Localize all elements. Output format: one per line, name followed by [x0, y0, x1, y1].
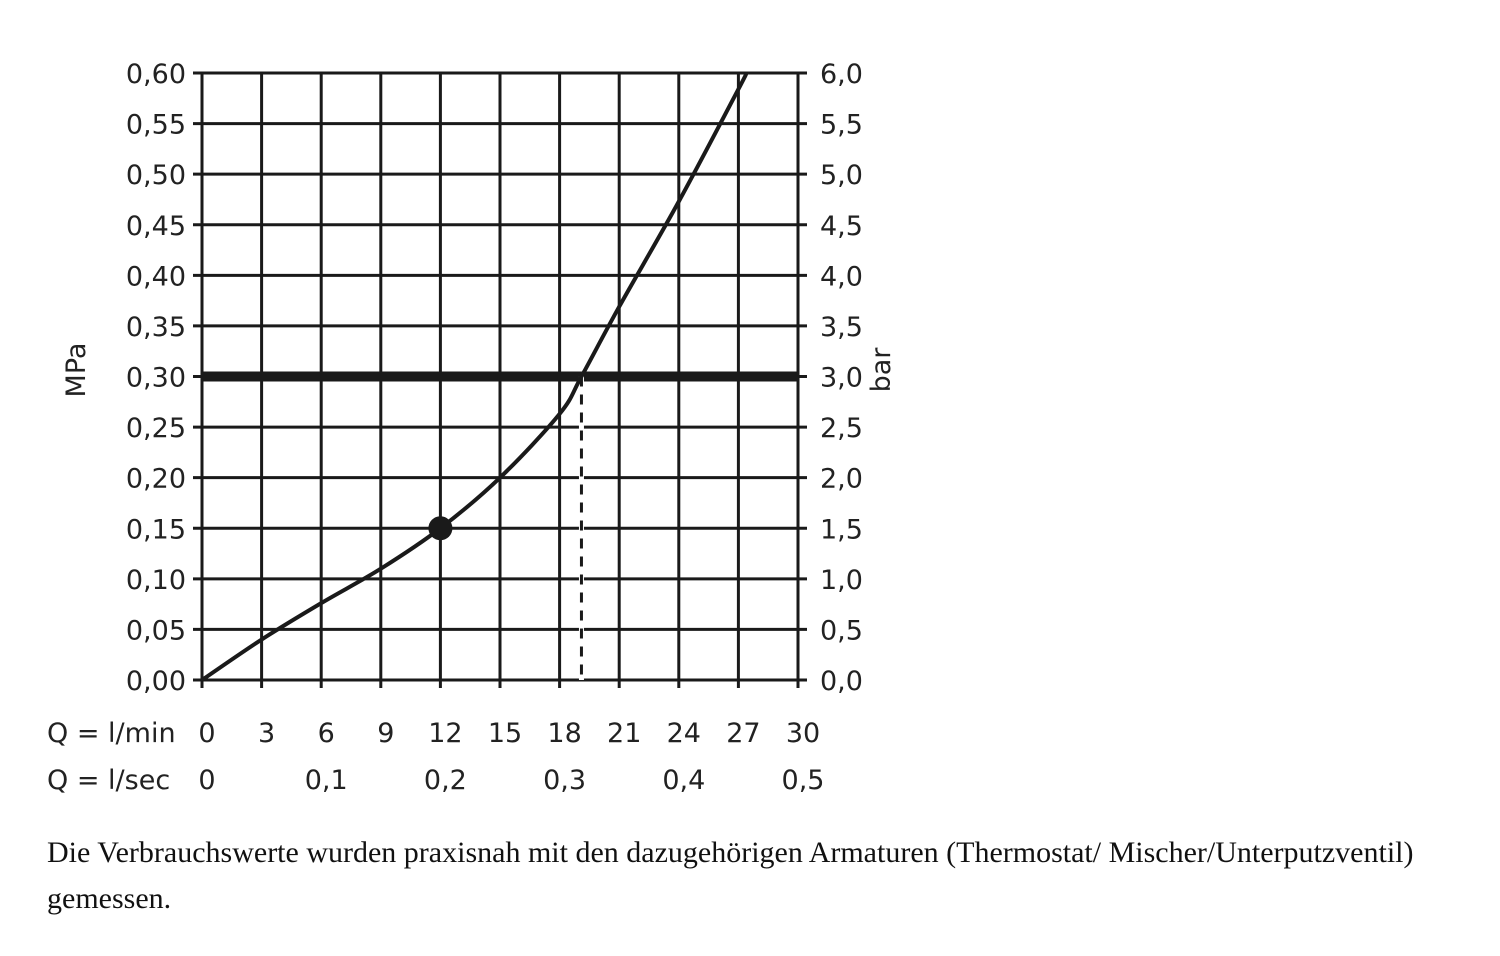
x-tick-label-lsec: 0,2	[424, 765, 467, 796]
x-tick-label-lmin: 27	[726, 718, 760, 749]
y-tick-label-bar: 5,0	[820, 160, 863, 191]
y-tick-label-mpa: 0,00	[126, 666, 186, 697]
y-tick-label-mpa: 0,10	[126, 565, 186, 596]
x-tick-label-lmin: 30	[786, 718, 820, 749]
x-tick-label-lmin: 3	[258, 718, 275, 749]
y-tick-label-bar: 2,0	[820, 464, 863, 495]
y-tick-label-bar: 0,0	[820, 666, 863, 697]
y-tick-label-mpa: 0,15	[126, 514, 186, 545]
y-tick-label-bar: 2,5	[820, 413, 863, 444]
y-tick-label-bar: 6,0	[820, 59, 863, 90]
y-tick-label-bar: 3,0	[820, 363, 863, 394]
y-tick-label-bar: 3,5	[820, 312, 863, 343]
y-tick-label-mpa: 0,55	[126, 110, 186, 141]
y-tick-label-mpa: 0,60	[126, 59, 186, 90]
x-axis-label: Q = l/min	[47, 718, 176, 749]
x-tick-label-lmin: 12	[428, 718, 462, 749]
x-tick-label-lmin: 24	[667, 718, 701, 749]
y-tick-label-bar: 1,5	[820, 514, 863, 545]
x-tick-label-lsec: 0,1	[305, 765, 348, 796]
x-tick-label-lsec: 0,5	[782, 765, 825, 796]
x-tick-label-lmin: 18	[547, 718, 581, 749]
x-tick-label-lsec: 0	[198, 765, 215, 796]
pressure-flow-chart: 0,000,050,100,150,200,250,300,350,400,45…	[47, 59, 897, 796]
y-tick-label-mpa: 0,35	[126, 312, 186, 343]
y-tick-label-mpa: 0,40	[126, 261, 186, 292]
y-axis-label: MPa	[61, 343, 92, 398]
x-tick-label-lsec: 0,4	[662, 765, 705, 796]
pressure-curve	[200, 71, 749, 682]
y-tick-label-mpa: 0,25	[126, 413, 186, 444]
y-tick-label-bar: 5,5	[820, 110, 863, 141]
x-tick-label-lmin: 0	[198, 718, 215, 749]
x-tick-label-lsec: 0,3	[543, 765, 586, 796]
y-tick-label-bar: 4,5	[820, 211, 863, 242]
x-axis-label-secondary: Q = l/sec	[47, 765, 170, 796]
y-tick-label-bar: 1,0	[820, 565, 863, 596]
y-tick-label-bar: 0,5	[820, 615, 863, 646]
x-tick-label-lmin: 21	[607, 718, 641, 749]
x-tick-label-lmin: 6	[318, 718, 335, 749]
x-tick-label-lmin: 15	[488, 718, 522, 749]
marks	[200, 71, 798, 682]
y-axis-label-right: bar	[866, 347, 897, 393]
y-tick-label-mpa: 0,20	[126, 464, 186, 495]
y-tick-label-mpa: 0,05	[126, 615, 186, 646]
operating-point	[428, 516, 453, 541]
labels: 0,000,050,100,150,200,250,300,350,400,45…	[47, 59, 897, 796]
caption: Die Verbrauchswerte wurden praxisnah mit…	[47, 836, 1414, 915]
x-tick-label-lmin: 9	[377, 718, 394, 749]
y-tick-label-mpa: 0,45	[126, 211, 186, 242]
y-tick-label-mpa: 0,50	[126, 160, 186, 191]
y-tick-label-bar: 4,0	[820, 261, 863, 292]
y-tick-label-mpa: 0,30	[126, 363, 186, 394]
